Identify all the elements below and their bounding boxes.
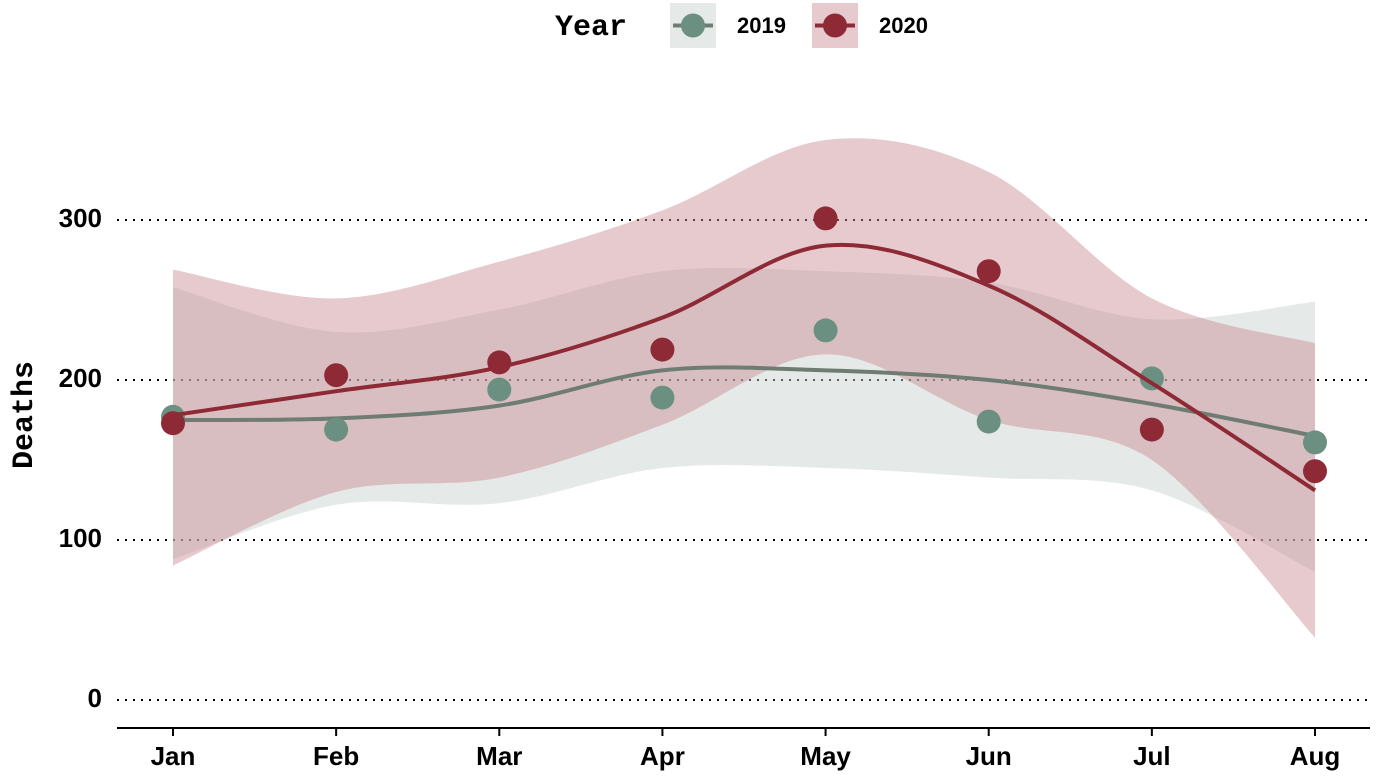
x-tick-label: Jun — [966, 741, 1012, 771]
smooth-line — [172, 242, 1317, 493]
legend-label: 2019 — [737, 13, 786, 38]
x-tick-label: Apr — [640, 741, 685, 771]
y-tick-label: 0 — [88, 683, 102, 713]
point — [487, 377, 512, 402]
confidence-band — [173, 138, 1315, 638]
x-tick-label: May — [800, 741, 851, 771]
legend-title: Year — [555, 11, 627, 45]
point — [1303, 430, 1327, 455]
legend-marker — [823, 13, 847, 38]
y-axis-label: Deaths — [8, 361, 42, 469]
point — [976, 259, 1001, 284]
point — [161, 411, 185, 436]
point — [813, 318, 838, 343]
y-tick-label: 200 — [59, 363, 102, 393]
point — [324, 363, 349, 388]
point — [1139, 366, 1164, 391]
y-tick-label: 300 — [59, 203, 102, 233]
x-tick-label: Jul — [1133, 741, 1171, 771]
point — [813, 206, 838, 231]
point — [650, 385, 675, 410]
x-tick-label: Mar — [476, 741, 522, 771]
point — [324, 417, 349, 442]
point — [650, 337, 675, 362]
point — [487, 350, 512, 375]
legend-marker — [681, 13, 705, 38]
point — [1139, 417, 1164, 442]
x-tick-label: Jan — [151, 741, 196, 771]
confidence-band — [173, 267, 1315, 572]
y-tick-label: 100 — [59, 523, 102, 553]
legend-label: 2020 — [879, 13, 928, 38]
smooth-line — [172, 365, 1316, 438]
point — [1303, 459, 1327, 484]
x-tick-label: Feb — [313, 741, 359, 771]
x-tick-label: Aug — [1290, 741, 1341, 771]
point — [976, 409, 1001, 434]
